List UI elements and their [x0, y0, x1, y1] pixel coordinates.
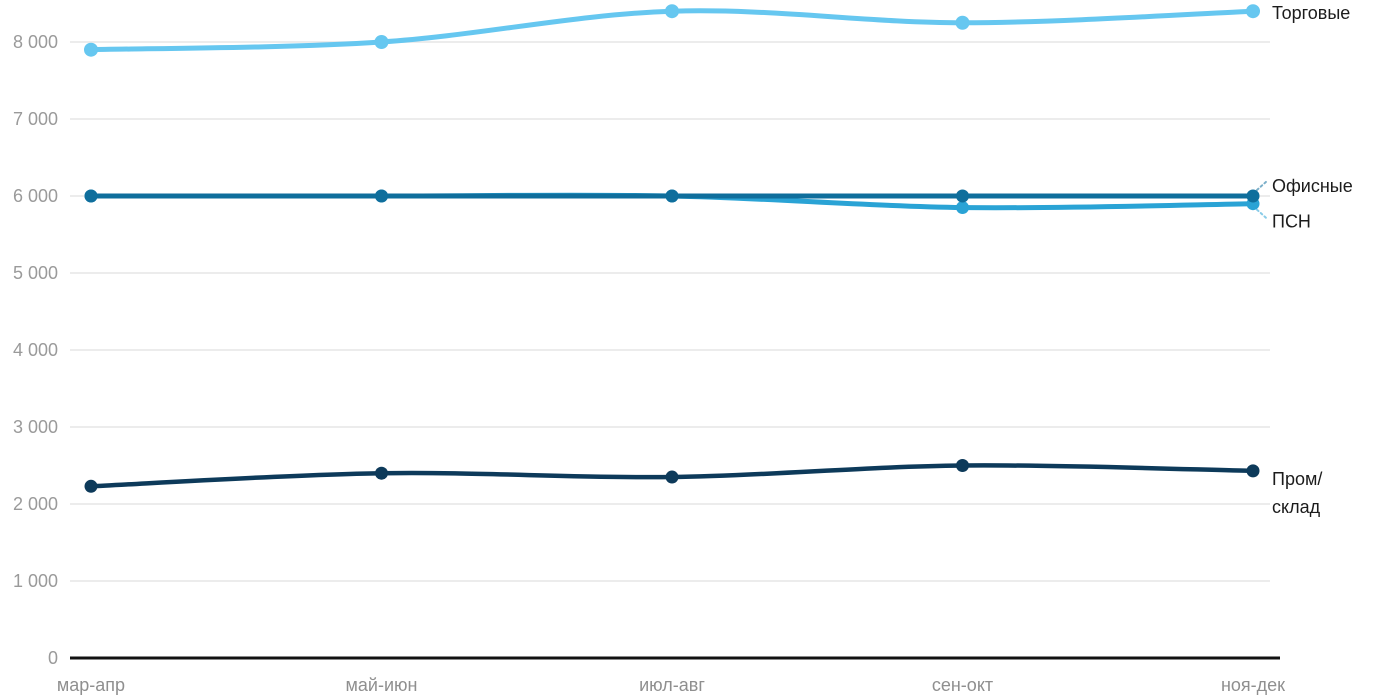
y-axis-tick-label: 4 000 [13, 340, 58, 360]
series-label-ofisnye: Офисные [1272, 176, 1353, 196]
y-axis-tick-label: 2 000 [13, 494, 58, 514]
data-point-ofisnye[interactable] [375, 189, 388, 203]
label-connector-ofisnye [1256, 180, 1268, 191]
y-axis-tick-label: 8 000 [13, 32, 58, 52]
series-label-psn: ПСН [1272, 212, 1311, 232]
data-point-prom-sklad[interactable] [665, 470, 679, 484]
data-point-torgovye[interactable] [665, 4, 679, 19]
data-point-ofisnye[interactable] [956, 189, 969, 203]
series-label-torgovye: Торговые [1272, 3, 1350, 23]
data-point-prom-sklad[interactable] [84, 479, 98, 493]
y-axis-tick-label: 1 000 [13, 571, 58, 591]
x-axis-tick-label: май-июн [346, 675, 418, 695]
data-point-torgovye[interactable] [374, 35, 389, 49]
series-label-prom-sklad: Пром/ [1272, 469, 1322, 489]
data-point-ofisnye[interactable] [84, 189, 98, 203]
data-point-torgovye[interactable] [84, 42, 98, 57]
series-label-prom-sklad: склад [1272, 497, 1321, 517]
y-axis-tick-label: 6 000 [13, 186, 58, 206]
x-axis-tick-label: июл-авг [639, 675, 705, 695]
data-point-torgovye[interactable] [955, 15, 970, 30]
data-point-ofisnye[interactable] [1246, 189, 1260, 203]
data-point-torgovye[interactable] [1246, 4, 1260, 19]
label-connector-psn [1256, 208, 1268, 220]
y-axis-tick-label: 3 000 [13, 417, 58, 437]
y-axis-tick-label: 5 000 [13, 263, 58, 283]
x-axis-tick-label: ноя-дек [1221, 675, 1285, 695]
data-point-prom-sklad[interactable] [956, 459, 969, 472]
data-point-prom-sklad[interactable] [1246, 464, 1260, 478]
y-axis-tick-label: 0 [48, 648, 58, 668]
data-point-prom-sklad[interactable] [375, 466, 388, 480]
y-axis-tick-label: 7 000 [13, 109, 58, 129]
data-point-ofisnye[interactable] [665, 189, 679, 203]
x-axis-tick-label: мар-апр [57, 675, 125, 695]
x-axis-tick-label: сен-окт [932, 675, 993, 695]
data-point-psn[interactable] [956, 201, 969, 215]
